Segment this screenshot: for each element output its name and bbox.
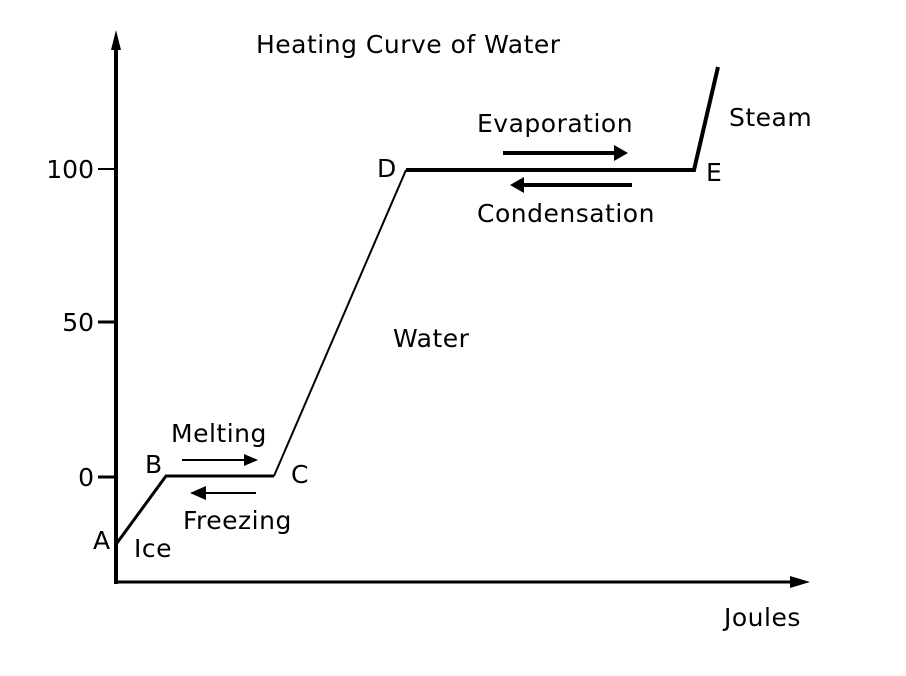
chart-title: Heating Curve of Water — [256, 30, 561, 59]
point-label-a: A — [93, 526, 111, 555]
phase-label-water: Water — [393, 324, 470, 353]
x-axis-label: Joules — [724, 603, 801, 632]
melting-label: Melting — [171, 419, 267, 448]
curve-steam-segment — [406, 66, 720, 172]
point-label-b: B — [145, 450, 163, 479]
freezing-arrow-head-icon — [190, 486, 206, 500]
melting-arrow-head-icon — [244, 454, 258, 466]
point-label-c: C — [291, 460, 309, 489]
phase-label-steam: Steam — [729, 103, 813, 132]
y-tick-label-0: 0 — [78, 463, 94, 492]
condensation-arrow-head-icon — [510, 177, 524, 193]
y-tick-label-50: 50 — [62, 308, 94, 337]
x-axis-arrow-icon — [790, 576, 810, 588]
curve-ice-segment — [115, 474, 274, 544]
point-label-d: D — [377, 154, 397, 183]
evaporation-label: Evaporation — [477, 109, 634, 138]
freezing-label: Freezing — [183, 506, 292, 535]
condensation-label: Condensation — [477, 199, 655, 228]
curve-water-segment — [273, 169, 407, 477]
evaporation-arrow-head-icon — [614, 145, 628, 161]
y-tick-label-100: 100 — [46, 155, 94, 184]
y-axis-arrow-icon — [111, 30, 121, 50]
point-label-e: E — [706, 158, 723, 187]
phase-label-ice: Ice — [134, 534, 172, 563]
